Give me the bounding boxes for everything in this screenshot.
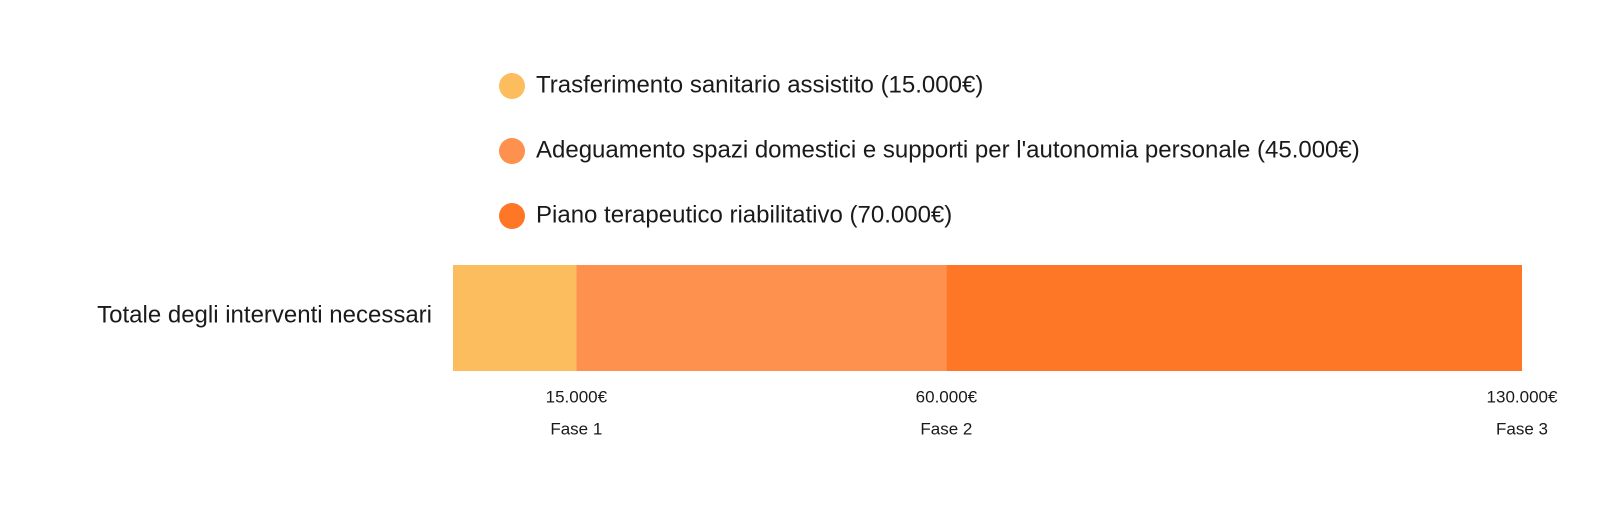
axis-ticks: 15.000€ Fase 1 60.000€ Fase 2 130.000€ Fase 3 <box>546 387 1558 438</box>
legend-marker <box>499 203 525 229</box>
tick-phase-label: Fase 2 <box>920 419 972 438</box>
tick-value-label: 60.000€ <box>916 387 978 406</box>
bar-segments <box>453 265 1522 371</box>
tick-value-label: 15.000€ <box>546 387 608 406</box>
legend: Trasferimento sanitario assistito (15.00… <box>499 71 1360 229</box>
legend-label: Trasferimento sanitario assistito (15.00… <box>536 71 983 98</box>
legend-label: Adeguamento spazi domestici e supporti p… <box>536 136 1360 163</box>
legend-marker <box>499 138 525 164</box>
legend-marker <box>499 73 525 99</box>
bar-segment <box>453 265 577 371</box>
legend-label: Piano terapeutico riabilitativo (70.000€… <box>536 201 952 228</box>
tick-phase-label: Fase 1 <box>550 419 602 438</box>
bar-segment <box>576 265 947 371</box>
category-label: Totale degli interventi necessari <box>97 301 432 328</box>
bar-segment <box>946 265 1522 371</box>
tick-phase-label: Fase 3 <box>1496 419 1548 438</box>
tick-value-label: 130.000€ <box>1487 387 1558 406</box>
